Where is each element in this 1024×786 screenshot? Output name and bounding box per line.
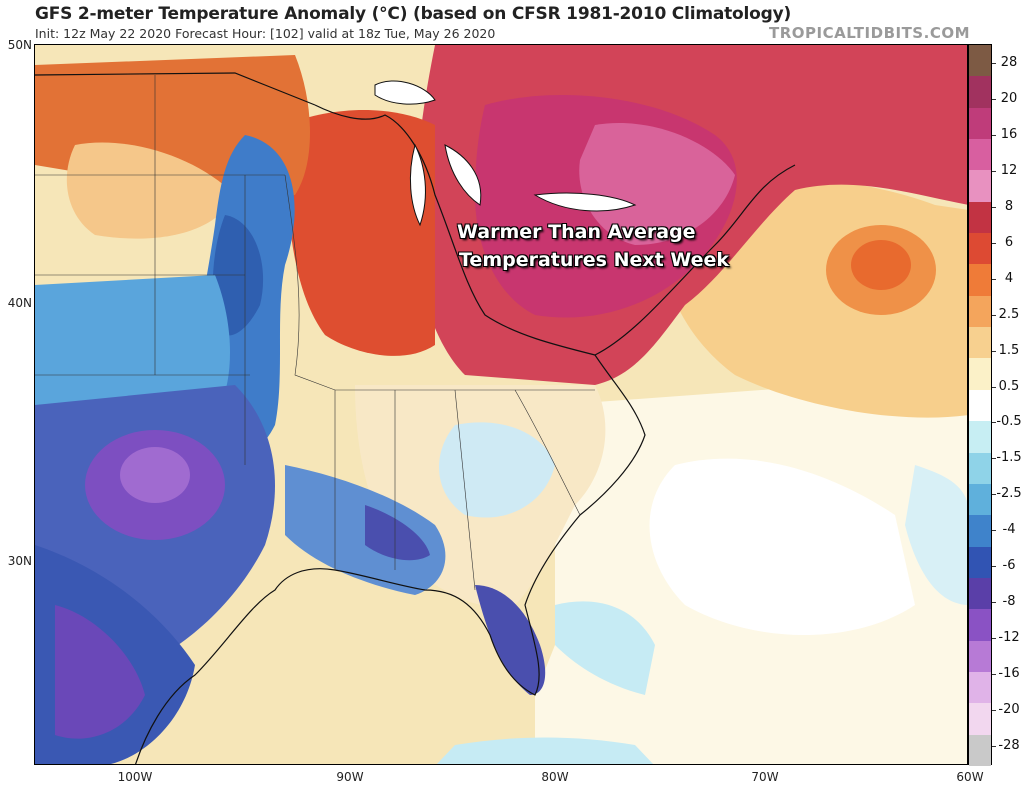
colorbar-tick-label: -12 [998,630,1020,646]
colorbar-tick-label: 20 [1000,90,1018,106]
colorbar-swatch [969,170,991,203]
temperature-anomaly-map: Warmer Than Average Temperatures Next We… [34,44,968,765]
colorbar-tick-label: 1.5 [998,342,1020,358]
colorbar-swatch [969,734,991,767]
colorbar-tick [992,674,996,676]
colorbar-tick [992,566,996,568]
colorbar-swatch [969,295,991,328]
colorbar-swatch [969,577,991,610]
colorbar-tick-label: -8 [1002,594,1016,610]
lat-label-40n: 40N [7,296,32,310]
colorbar-swatch [969,45,991,77]
colorbar-tick [992,134,996,136]
colorbar-tick-label: -16 [998,666,1020,682]
annotation-line-1: Warmer Than Average [457,221,696,243]
colorbar-tick [992,350,996,352]
colorbar-tick-label: -28 [998,738,1020,753]
colorbar-swatch [969,703,991,736]
colorbar-tick [992,458,996,460]
colorbar-tick-label: 6 [1004,234,1014,250]
colorbar-tick [992,386,996,388]
great-lakes-warm [285,110,435,356]
brand-watermark: TROPICALTIDBITS.COM [769,24,970,42]
colorbar-tick [992,206,996,208]
colorbar-tick-label: -2.5 [996,486,1022,502]
lake-huron [444,144,482,206]
colorbar-tick [992,530,996,532]
colorbar-tick-label: 28 [1000,55,1018,70]
colorbar-swatch [969,327,991,359]
colorbar-tick [992,98,996,100]
florida-cold [475,585,546,695]
colorbar-swatch [969,452,991,485]
colorbar-swatch [969,421,991,454]
colorbar-tick [992,710,996,712]
colorbar-tick-label: -1.5 [996,450,1022,466]
colorbar-tick [992,422,996,424]
colorbar-swatch [969,640,991,673]
colorbar-swatch [969,515,991,548]
colorbar-legend [968,44,992,767]
colorbar-swatch [969,264,991,297]
colorbar-tick-label: -6 [1002,558,1016,574]
colorbar-swatch [969,139,991,171]
caribbean-cool [436,737,654,764]
colorbar-tick [992,602,996,604]
annotation-line-2: Temperatures Next Week [459,249,730,271]
colorbar-tick-label: -20 [998,702,1020,718]
colorbar-swatch [969,358,991,391]
lat-label-30n: 30N [7,554,32,568]
colorbar-tick-label: -0.5 [996,414,1022,430]
colorbar-swatch [969,483,991,516]
colorbar-swatch [969,107,991,140]
lake-erie [533,192,637,212]
colorbar-tick-label: 16 [1000,126,1018,142]
colorbar-tick [992,638,996,640]
map-subtitle: Init: 12z May 22 2020 Forecast Hour: [10… [35,26,496,41]
colorbar-swatch [969,609,991,642]
colorbar-tick [992,242,996,244]
colorbar-tick-label: 2.5 [998,306,1020,322]
lon-label-80w: 80W [541,770,569,784]
lake-michigan [409,143,426,227]
lon-label-100w: 100W [117,770,153,784]
lon-label-60w: 60W [956,770,984,784]
colorbar-swatch [969,546,991,579]
lake-superior [374,80,436,105]
colorbar-tick [992,63,996,64]
colorbar-swatch [969,201,991,234]
lat-label-50n: 50N [7,38,32,52]
colorbar-swatch [969,233,991,265]
colorbar-tick-label: 0.5 [998,378,1020,394]
colorbar-tick [992,494,996,496]
colorbar-tick-label: -4 [1002,522,1016,538]
colorbar-tick [992,314,996,316]
colorbar-tick-label: 4 [1004,270,1014,286]
colorbar-tick [992,170,996,172]
colorbar-tick-label: 8 [1004,198,1014,214]
map-graphic [35,45,967,764]
colorbar-swatch [969,389,991,422]
colorbar-tick [992,278,996,280]
colorbar-tick-label: 12 [1000,162,1018,178]
map-title: GFS 2-meter Temperature Anomaly (°C) (ba… [35,4,792,24]
colorbar-tick [992,746,996,747]
lon-label-90w: 90W [336,770,364,784]
lon-label-70w: 70W [751,770,779,784]
colorbar-swatch [969,671,991,704]
colorbar-swatch [969,76,991,109]
